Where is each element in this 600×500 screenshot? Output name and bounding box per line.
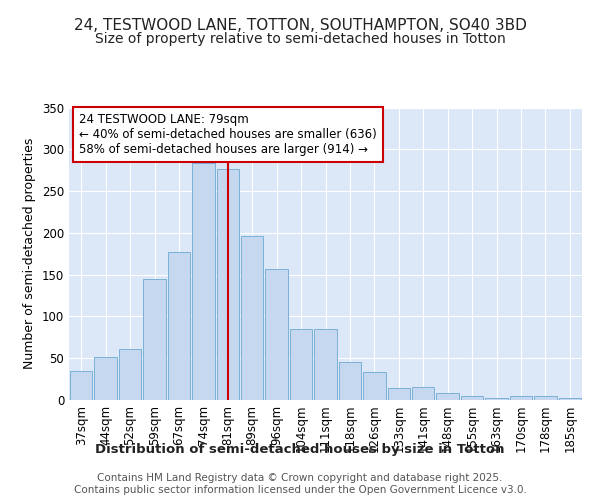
Text: 24 TESTWOOD LANE: 79sqm
← 40% of semi-detached houses are smaller (636)
58% of s: 24 TESTWOOD LANE: 79sqm ← 40% of semi-de… bbox=[79, 114, 377, 156]
Bar bbox=[559, 398, 581, 400]
Bar bbox=[290, 329, 313, 400]
Bar bbox=[241, 236, 263, 400]
Bar bbox=[217, 170, 239, 400]
Bar bbox=[412, 386, 434, 400]
Bar bbox=[265, 269, 288, 400]
Text: Contains HM Land Registry data © Crown copyright and database right 2025.
Contai: Contains HM Land Registry data © Crown c… bbox=[74, 474, 526, 495]
Bar bbox=[388, 388, 410, 400]
Bar bbox=[534, 396, 557, 400]
Bar bbox=[70, 371, 92, 400]
Y-axis label: Number of semi-detached properties: Number of semi-detached properties bbox=[23, 138, 37, 370]
Bar bbox=[509, 396, 532, 400]
Bar bbox=[143, 279, 166, 400]
Bar bbox=[94, 358, 117, 400]
Bar bbox=[461, 396, 484, 400]
Bar bbox=[119, 349, 142, 400]
Bar bbox=[485, 398, 508, 400]
Bar bbox=[192, 164, 215, 400]
Text: Distribution of semi-detached houses by size in Totton: Distribution of semi-detached houses by … bbox=[95, 442, 505, 456]
Bar bbox=[314, 329, 337, 400]
Text: 24, TESTWOOD LANE, TOTTON, SOUTHAMPTON, SO40 3BD: 24, TESTWOOD LANE, TOTTON, SOUTHAMPTON, … bbox=[74, 18, 526, 32]
Bar bbox=[167, 252, 190, 400]
Text: Size of property relative to semi-detached houses in Totton: Size of property relative to semi-detach… bbox=[95, 32, 505, 46]
Bar bbox=[436, 394, 459, 400]
Bar bbox=[363, 372, 386, 400]
Bar bbox=[338, 362, 361, 400]
